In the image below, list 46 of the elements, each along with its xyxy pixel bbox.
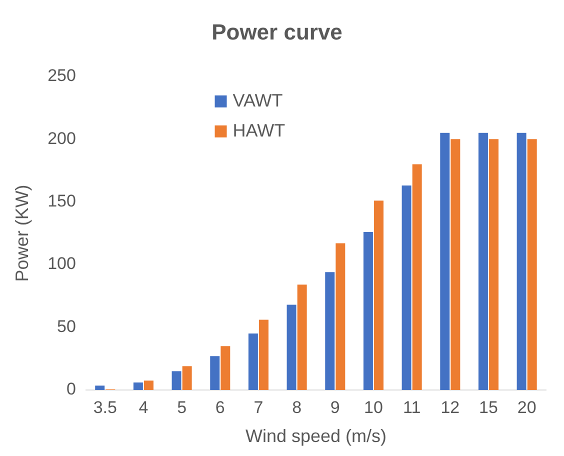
x-tick-label: 9 <box>330 398 340 417</box>
y-tick-label: 50 <box>57 316 76 336</box>
x-tick-label: 12 <box>440 398 460 417</box>
legend-label: VAWT <box>232 90 283 110</box>
y-tick-label: 250 <box>48 66 76 86</box>
bar <box>133 382 143 390</box>
y-tick-label: 150 <box>48 192 76 211</box>
x-tick-label: 8 <box>292 398 302 417</box>
bar <box>182 366 192 390</box>
x-tick-label: 3.5 <box>93 398 117 417</box>
y-axis-title: Power (KW) <box>12 184 32 282</box>
bar <box>325 272 335 390</box>
bar <box>248 334 258 390</box>
bar <box>336 243 346 390</box>
y-tick-label: 0 <box>66 380 76 399</box>
bar <box>516 132 526 390</box>
x-tick-label: 7 <box>254 398 264 417</box>
bar <box>402 186 412 390</box>
x-tick-label: 11 <box>402 398 421 417</box>
bar <box>440 132 450 390</box>
x-tick-label: 10 <box>364 398 383 417</box>
bar <box>297 284 307 390</box>
x-axis-title: Wind speed (m/s) <box>245 426 387 446</box>
bar <box>172 371 182 390</box>
x-tick-label: 6 <box>215 398 225 417</box>
bar <box>210 356 220 390</box>
x-tick-label: 20 <box>517 398 536 417</box>
bar <box>286 304 296 390</box>
x-tick-label: 4 <box>138 398 148 417</box>
bar <box>478 132 488 390</box>
bar <box>95 386 105 390</box>
bar <box>489 139 499 390</box>
legend-label: HAWT <box>232 120 286 140</box>
y-tick-label: 200 <box>48 128 76 148</box>
y-tick-label: 100 <box>48 254 76 274</box>
x-tick-label: 5 <box>177 398 187 417</box>
chart-title: Power curve <box>212 19 342 44</box>
bar <box>412 164 422 390</box>
bar <box>374 200 384 390</box>
bar <box>259 320 268 390</box>
bar <box>363 232 373 390</box>
x-tick-label: 15 <box>479 398 498 417</box>
bar <box>220 346 230 390</box>
bar <box>527 139 537 390</box>
bar <box>144 380 154 390</box>
bar <box>450 139 460 390</box>
